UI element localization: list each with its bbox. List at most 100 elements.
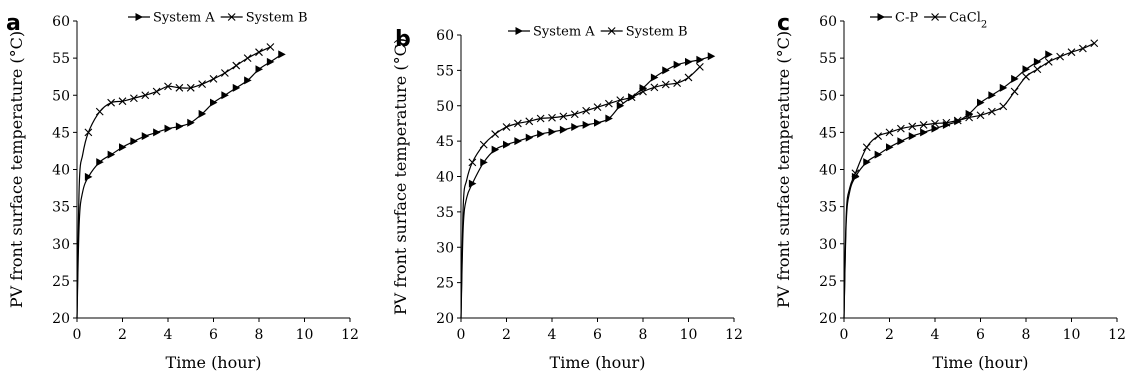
data-point (129, 94, 138, 103)
series-0 (843, 50, 1053, 319)
data-point (919, 121, 928, 129)
data-point (685, 57, 693, 66)
data-point (514, 137, 522, 146)
data-point (1010, 87, 1019, 96)
data-point (931, 119, 939, 128)
data-point (977, 98, 985, 107)
data-point (209, 75, 218, 83)
x-tick-label: 10 (680, 327, 698, 343)
legend: System A System B (508, 25, 688, 40)
series-0 (460, 52, 716, 319)
y-tick-label: 35 (436, 205, 454, 221)
legend-entry: C-P (895, 11, 918, 26)
data-point (862, 143, 871, 152)
series-line (843, 42, 1095, 319)
series-line (843, 53, 1050, 319)
chart-panel-a: a 20 25 30 35 40 45 50 55 60 0 2 4 6 8 10 12 Time (hour) P… (6, 11, 359, 373)
y-tick-label: 25 (436, 276, 454, 292)
data-point (953, 116, 962, 125)
y-tick-label: 45 (436, 134, 454, 150)
data-point (118, 97, 127, 106)
x-axis-label: Time (hour) (166, 353, 262, 372)
data-point (548, 127, 556, 136)
data-point (976, 111, 985, 120)
data-point (582, 120, 591, 129)
y-tick-label: 45 (819, 125, 837, 141)
y-tick-label: 60 (819, 14, 837, 30)
series-1 (460, 62, 704, 319)
data-point (186, 83, 195, 92)
data-point (616, 96, 625, 104)
data-point (582, 106, 591, 115)
data-point (220, 69, 229, 77)
data-point (164, 82, 172, 91)
data-point (594, 118, 602, 127)
data-point (480, 158, 488, 167)
x-tick-label: 2 (118, 327, 127, 343)
data-point (1022, 65, 1030, 74)
data-point (244, 76, 252, 85)
x-tick-label: 12 (725, 327, 743, 343)
data-point (570, 110, 579, 119)
data-point (999, 83, 1008, 92)
data-point (175, 122, 184, 131)
x-tick-label: 6 (209, 327, 218, 343)
data-point (988, 91, 996, 100)
data-point (210, 98, 218, 107)
legend: C-P CaCl2 (870, 11, 987, 30)
data-point (502, 123, 511, 131)
y-tick-label: 30 (52, 237, 70, 253)
y-tick-label: 45 (52, 125, 70, 141)
data-point (255, 65, 263, 74)
series-0 (76, 50, 286, 319)
data-point (107, 98, 116, 107)
data-point (141, 91, 150, 100)
x-tick-label: 6 (976, 327, 985, 343)
legend: System A System B (128, 11, 308, 26)
y-tick-label: 55 (436, 63, 454, 79)
y-tick-label: 35 (52, 200, 70, 216)
data-point (874, 150, 883, 159)
data-point (198, 80, 207, 89)
data-point (232, 83, 241, 92)
y-tick-label: 30 (436, 240, 454, 256)
y-tick-label: 40 (52, 163, 70, 179)
data-point (920, 128, 928, 137)
data-point (851, 169, 860, 178)
data-point (491, 130, 500, 138)
data-point (537, 130, 545, 139)
y-axis-label: PV front surface temperature (°C) (7, 31, 26, 308)
data-point (232, 61, 241, 70)
x-axis-label: Time (hour) (933, 353, 1029, 372)
y-tick-label: 20 (52, 311, 70, 327)
data-point (525, 117, 534, 126)
y-tick-label: 50 (436, 99, 454, 115)
legend-marker (931, 13, 939, 21)
data-point (885, 128, 894, 137)
series-1 (843, 39, 1099, 319)
data-point (468, 158, 477, 167)
data-point (662, 66, 670, 75)
data-point (571, 122, 579, 131)
series-1 (76, 43, 275, 319)
data-point (1045, 50, 1053, 59)
y-tick-label: 25 (819, 274, 837, 290)
data-point (897, 137, 905, 146)
data-point (221, 91, 229, 100)
data-point (130, 137, 138, 146)
y-tick-label: 60 (436, 28, 454, 44)
data-point (999, 102, 1008, 111)
y-tick-label: 30 (819, 237, 837, 253)
data-point (95, 107, 104, 116)
x-tick-label: 2 (885, 327, 894, 343)
data-point (874, 132, 883, 140)
data-point (1078, 44, 1087, 53)
data-point (119, 143, 127, 152)
y-tick-label: 40 (436, 170, 454, 186)
x-tick-label: 10 (1063, 327, 1081, 343)
data-point (266, 57, 275, 66)
legend-marker (877, 13, 885, 21)
data-point (84, 172, 93, 181)
legend-marker (227, 13, 236, 21)
legend-entry: System B (626, 25, 688, 40)
